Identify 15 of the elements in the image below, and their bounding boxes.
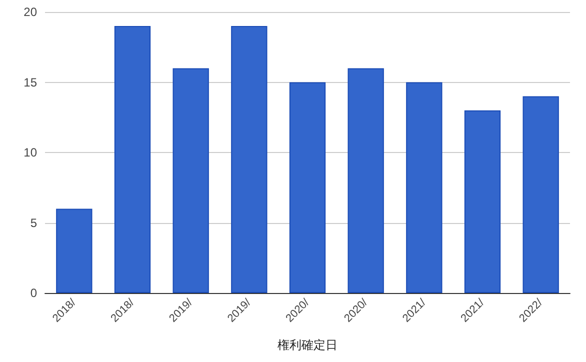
bar (172, 68, 209, 293)
bar (464, 110, 501, 293)
y-tick-label: 5 (30, 216, 38, 230)
bar (56, 208, 92, 293)
bar (348, 68, 384, 293)
y-tick-label: 20 (24, 5, 38, 19)
y-tick-label: 0 (30, 286, 38, 300)
y-tick-label: 10 (24, 146, 38, 160)
bar (406, 82, 442, 293)
x-axis-title: 権利確定日 (278, 338, 338, 352)
bar (289, 82, 326, 293)
bar (114, 26, 151, 293)
bar (231, 26, 268, 293)
y-tick-label: 15 (24, 75, 38, 90)
bar (522, 96, 559, 293)
